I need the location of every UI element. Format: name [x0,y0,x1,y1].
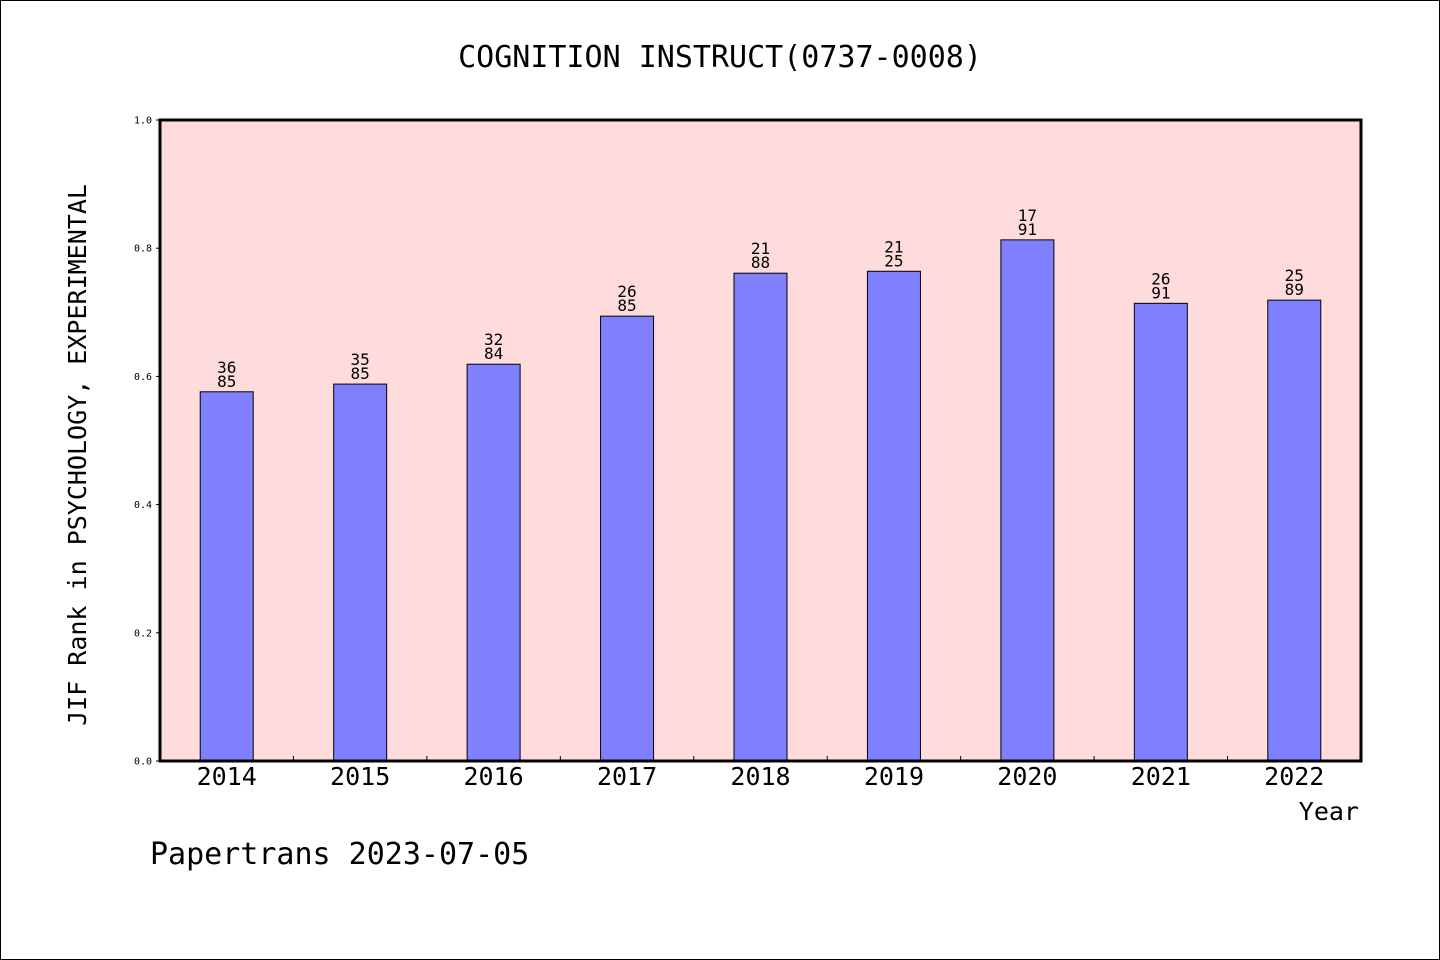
rank-label-2014: 36 [217,358,236,377]
x-tick-label-2021: 2021 [1131,762,1191,791]
total-label-2019: 25 [884,251,903,270]
x-tick-label-2017: 2017 [597,762,657,791]
bars-layer [199,239,1322,762]
plot-border [158,118,1363,763]
rank-label-2020: 17 [1018,206,1037,225]
y-tick-label-1.0: 1.0 [134,116,152,127]
bar-2018 [733,272,788,762]
total-label-2014: 85 [217,372,236,391]
rank-label-2018: 21 [751,239,770,258]
bar-2020 [1000,239,1055,762]
x-tick-label-2020: 2020 [997,762,1057,791]
rank-label-2021: 26 [1151,269,1170,288]
rank-label-2016: 32 [484,330,503,349]
bar-2021 [1133,302,1188,762]
total-label-2020: 91 [1018,220,1037,239]
y-tick-label-0.6: 0.6 [134,372,152,383]
y-tick-label-0.4: 0.4 [134,500,152,511]
total-label-2018: 88 [751,253,770,272]
x-tick-label-2019: 2019 [864,762,924,791]
rank-label-2015: 35 [351,350,370,369]
y-tick-label-0.8: 0.8 [134,244,152,255]
total-label-2022: 89 [1285,280,1304,299]
bar-2022 [1267,299,1322,762]
footer-credit: Papertrans 2023-07-05 [150,837,529,872]
y-axis-label: JIF Rank in PSYCHOLOGY, EXPERIMENTAL [63,184,92,726]
bar-2019 [866,270,921,762]
x-tick-label-2016: 2016 [464,762,524,791]
total-label-2015: 85 [351,364,370,383]
total-label-2021: 91 [1151,283,1170,302]
bar-2014 [199,391,254,762]
y-tick-label-0.2: 0.2 [134,628,152,639]
bar-2015 [333,383,388,762]
x-tick-label-2014: 2014 [197,762,257,791]
total-label-2017: 85 [617,296,636,315]
rank-label-2017: 26 [617,282,636,301]
x-axis-label: Year [1299,797,1359,826]
y-tick-label-0.0: 0.0 [134,757,152,768]
rank-label-2022: 25 [1285,266,1304,285]
bar-2016 [466,363,521,762]
chart-title: COGNITION INSTRUCT(0737-0008) [458,40,982,75]
bar-2017 [600,315,655,762]
x-tick-label-2018: 2018 [730,762,790,791]
total-label-2016: 84 [484,344,503,363]
x-tick-label-2015: 2015 [330,762,390,791]
x-tick-label-2022: 2022 [1264,762,1324,791]
ticks-layer: 2014 2015 2016 2017 2018 2019 2020 2021 2022 0.0 0… [134,116,1324,792]
rank-label-2019: 21 [884,237,903,256]
